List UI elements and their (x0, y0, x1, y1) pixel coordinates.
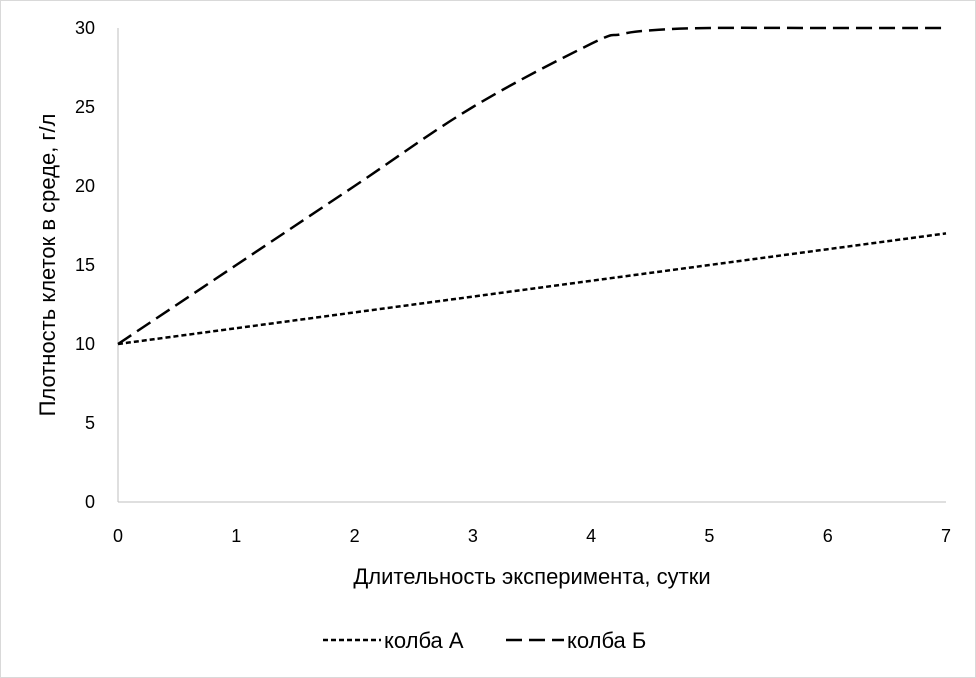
x-tick-label: 3 (468, 526, 478, 546)
x-tick-label: 1 (231, 526, 241, 546)
y-tick-label: 30 (75, 18, 95, 38)
legend-label-kolba-b: колба Б (567, 628, 646, 653)
tick-layer: 0 5 10 15 20 25 30 0 1 2 3 4 5 6 7 (75, 18, 951, 546)
x-tick-label: 4 (586, 526, 596, 546)
y-tick-label: 10 (75, 334, 95, 354)
x-tick-label: 2 (350, 526, 360, 546)
x-tick-label: 6 (823, 526, 833, 546)
y-axis-title: Плотность клеток в среде, г/л (35, 114, 60, 417)
plot-area (117, 28, 946, 503)
series-layer (117, 26, 947, 346)
x-tick-label: 7 (941, 526, 951, 546)
legend: колба А колба Б (323, 628, 646, 653)
y-tick-label: 25 (75, 97, 95, 117)
x-axis-title: Длительность эксперимента, сутки (353, 564, 710, 589)
legend-label-kolba-a: колба А (384, 628, 464, 653)
y-tick-label: 15 (75, 255, 95, 275)
y-tick-label: 5 (85, 413, 95, 433)
x-tick-label: 5 (704, 526, 714, 546)
series-line-kolba-a (117, 232, 947, 346)
y-tick-label: 0 (85, 492, 95, 512)
y-tick-label: 20 (75, 176, 95, 196)
x-tick-label: 0 (113, 526, 123, 546)
series-line-kolba-b (117, 26, 946, 346)
